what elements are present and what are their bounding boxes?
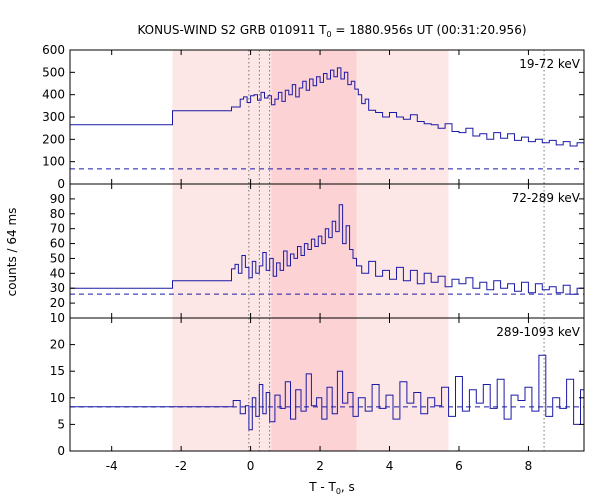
energy-band-label: 19-72 keV	[519, 57, 581, 71]
panel-3: 0 5 10 15 20 289-1093 keV	[50, 317, 585, 458]
x-tick-label: 6	[455, 459, 463, 473]
y-tick-label: 200	[42, 132, 65, 146]
panel-frame	[69, 317, 585, 452]
x-tick-label: 8	[525, 459, 533, 473]
y-tick-label: 20	[50, 296, 65, 310]
x-tick-label: -2	[175, 459, 187, 473]
y-tick-label: 20	[50, 338, 65, 352]
y-tick-label: 40	[50, 266, 65, 280]
chart-title: KONUS-WIND S2 GRB 010911 T0 = 1880.956s …	[137, 23, 526, 39]
energy-band-label: 289-1093 keV	[496, 325, 580, 339]
light-curve	[70, 354, 584, 431]
y-tick-label: 60	[50, 237, 65, 251]
x-tick-label: 4	[386, 459, 394, 473]
energy-band-label: 72-289 keV	[512, 191, 581, 205]
x-tick-label: -4	[106, 459, 118, 473]
x-tick-label: 0	[247, 459, 255, 473]
y-tick-label: 50	[50, 251, 65, 265]
y-tick-label: 80	[50, 207, 65, 221]
y-tick-label: 400	[42, 88, 65, 102]
y-tick-label: 300	[42, 110, 65, 124]
x-axis-label: T - T0, s	[308, 480, 355, 496]
y-tick-label: 15	[50, 364, 65, 378]
x-tick-label: 2	[316, 459, 324, 473]
y-tick-label: 600	[42, 43, 65, 57]
y-tick-label: 70	[50, 222, 65, 236]
y-tick-label: 0	[57, 444, 65, 458]
y-tick-label: 10	[50, 311, 65, 325]
y-tick-label: 500	[42, 65, 65, 79]
y-tick-label: 90	[50, 192, 65, 206]
y-tick-label: 5	[57, 417, 65, 431]
light-curve	[70, 67, 584, 147]
y-tick-label: 0	[57, 177, 65, 191]
light-curve	[70, 204, 584, 295]
y-tick-label: 100	[42, 155, 65, 169]
y-tick-label: 30	[50, 281, 65, 295]
y-tick-label: 10	[50, 391, 65, 405]
y-axis-label: counts / 64 ms	[5, 208, 19, 297]
